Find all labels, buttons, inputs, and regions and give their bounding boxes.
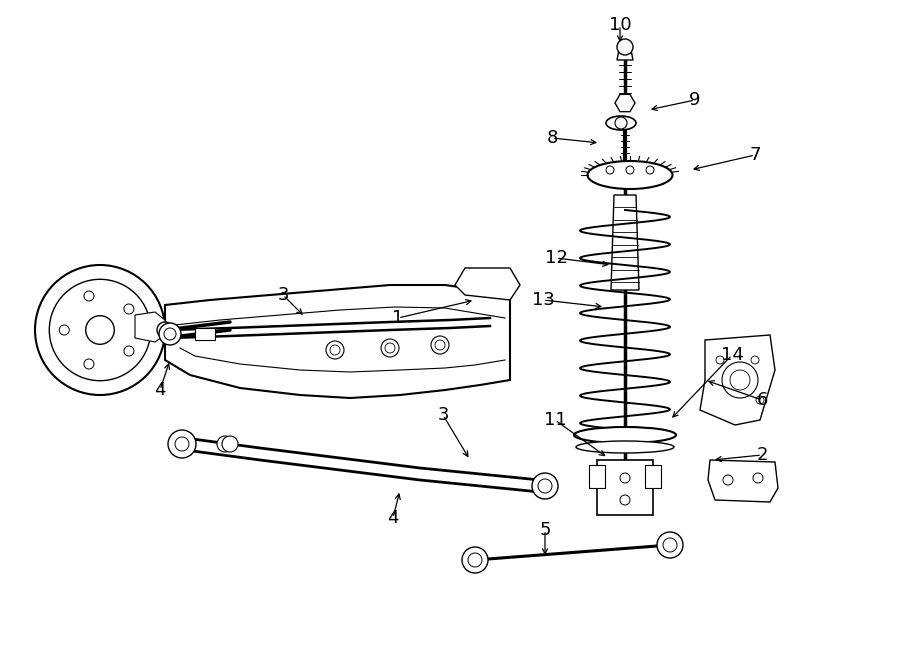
Text: 6: 6 <box>756 391 768 409</box>
Circle shape <box>35 265 165 395</box>
Circle shape <box>730 370 750 390</box>
Circle shape <box>722 362 758 398</box>
Circle shape <box>157 322 173 338</box>
Text: 2: 2 <box>756 446 768 464</box>
Circle shape <box>462 547 488 573</box>
Circle shape <box>330 345 340 355</box>
Text: 9: 9 <box>689 91 701 109</box>
Polygon shape <box>589 465 605 488</box>
Circle shape <box>86 316 114 344</box>
Circle shape <box>626 166 634 174</box>
Circle shape <box>168 430 196 458</box>
Circle shape <box>59 325 69 335</box>
Circle shape <box>431 336 449 354</box>
Circle shape <box>532 473 558 499</box>
Polygon shape <box>455 268 520 300</box>
Circle shape <box>159 323 181 345</box>
Ellipse shape <box>576 441 674 453</box>
Text: 1: 1 <box>392 309 404 327</box>
Text: 13: 13 <box>532 291 554 309</box>
Text: 7: 7 <box>749 146 760 164</box>
Polygon shape <box>615 95 635 112</box>
Ellipse shape <box>574 427 676 443</box>
Circle shape <box>326 341 344 359</box>
Circle shape <box>84 291 94 301</box>
Text: 8: 8 <box>546 129 558 147</box>
Circle shape <box>617 39 633 55</box>
Text: 12: 12 <box>544 249 567 267</box>
Circle shape <box>606 166 614 174</box>
Text: 5: 5 <box>539 521 551 539</box>
Circle shape <box>50 280 150 381</box>
Polygon shape <box>611 195 639 290</box>
Polygon shape <box>708 460 778 502</box>
Circle shape <box>435 340 445 350</box>
Text: 4: 4 <box>154 381 166 399</box>
Circle shape <box>124 304 134 314</box>
Circle shape <box>84 359 94 369</box>
Polygon shape <box>165 285 510 398</box>
Polygon shape <box>195 328 215 340</box>
Text: 11: 11 <box>544 411 566 429</box>
Text: 14: 14 <box>721 346 743 364</box>
Circle shape <box>538 479 552 493</box>
Circle shape <box>164 328 176 340</box>
Circle shape <box>124 346 134 356</box>
Circle shape <box>381 339 399 357</box>
Circle shape <box>385 343 395 353</box>
Circle shape <box>468 553 482 567</box>
Circle shape <box>756 396 764 404</box>
Circle shape <box>646 166 654 174</box>
Circle shape <box>620 473 630 483</box>
Circle shape <box>657 532 683 558</box>
Circle shape <box>716 356 724 364</box>
Text: 10: 10 <box>608 16 631 34</box>
Polygon shape <box>597 460 653 515</box>
Circle shape <box>620 495 630 505</box>
Text: 3: 3 <box>437 406 449 424</box>
Text: 4: 4 <box>387 509 399 527</box>
Circle shape <box>751 356 759 364</box>
Circle shape <box>222 436 238 452</box>
Circle shape <box>217 436 233 452</box>
Polygon shape <box>700 335 775 425</box>
Ellipse shape <box>588 161 672 189</box>
Circle shape <box>615 117 627 129</box>
Polygon shape <box>645 465 661 488</box>
Circle shape <box>663 538 677 552</box>
Ellipse shape <box>606 116 636 130</box>
Text: 3: 3 <box>277 286 289 304</box>
Circle shape <box>175 437 189 451</box>
Polygon shape <box>135 312 165 342</box>
Circle shape <box>723 475 733 485</box>
Polygon shape <box>617 50 633 60</box>
Circle shape <box>753 473 763 483</box>
